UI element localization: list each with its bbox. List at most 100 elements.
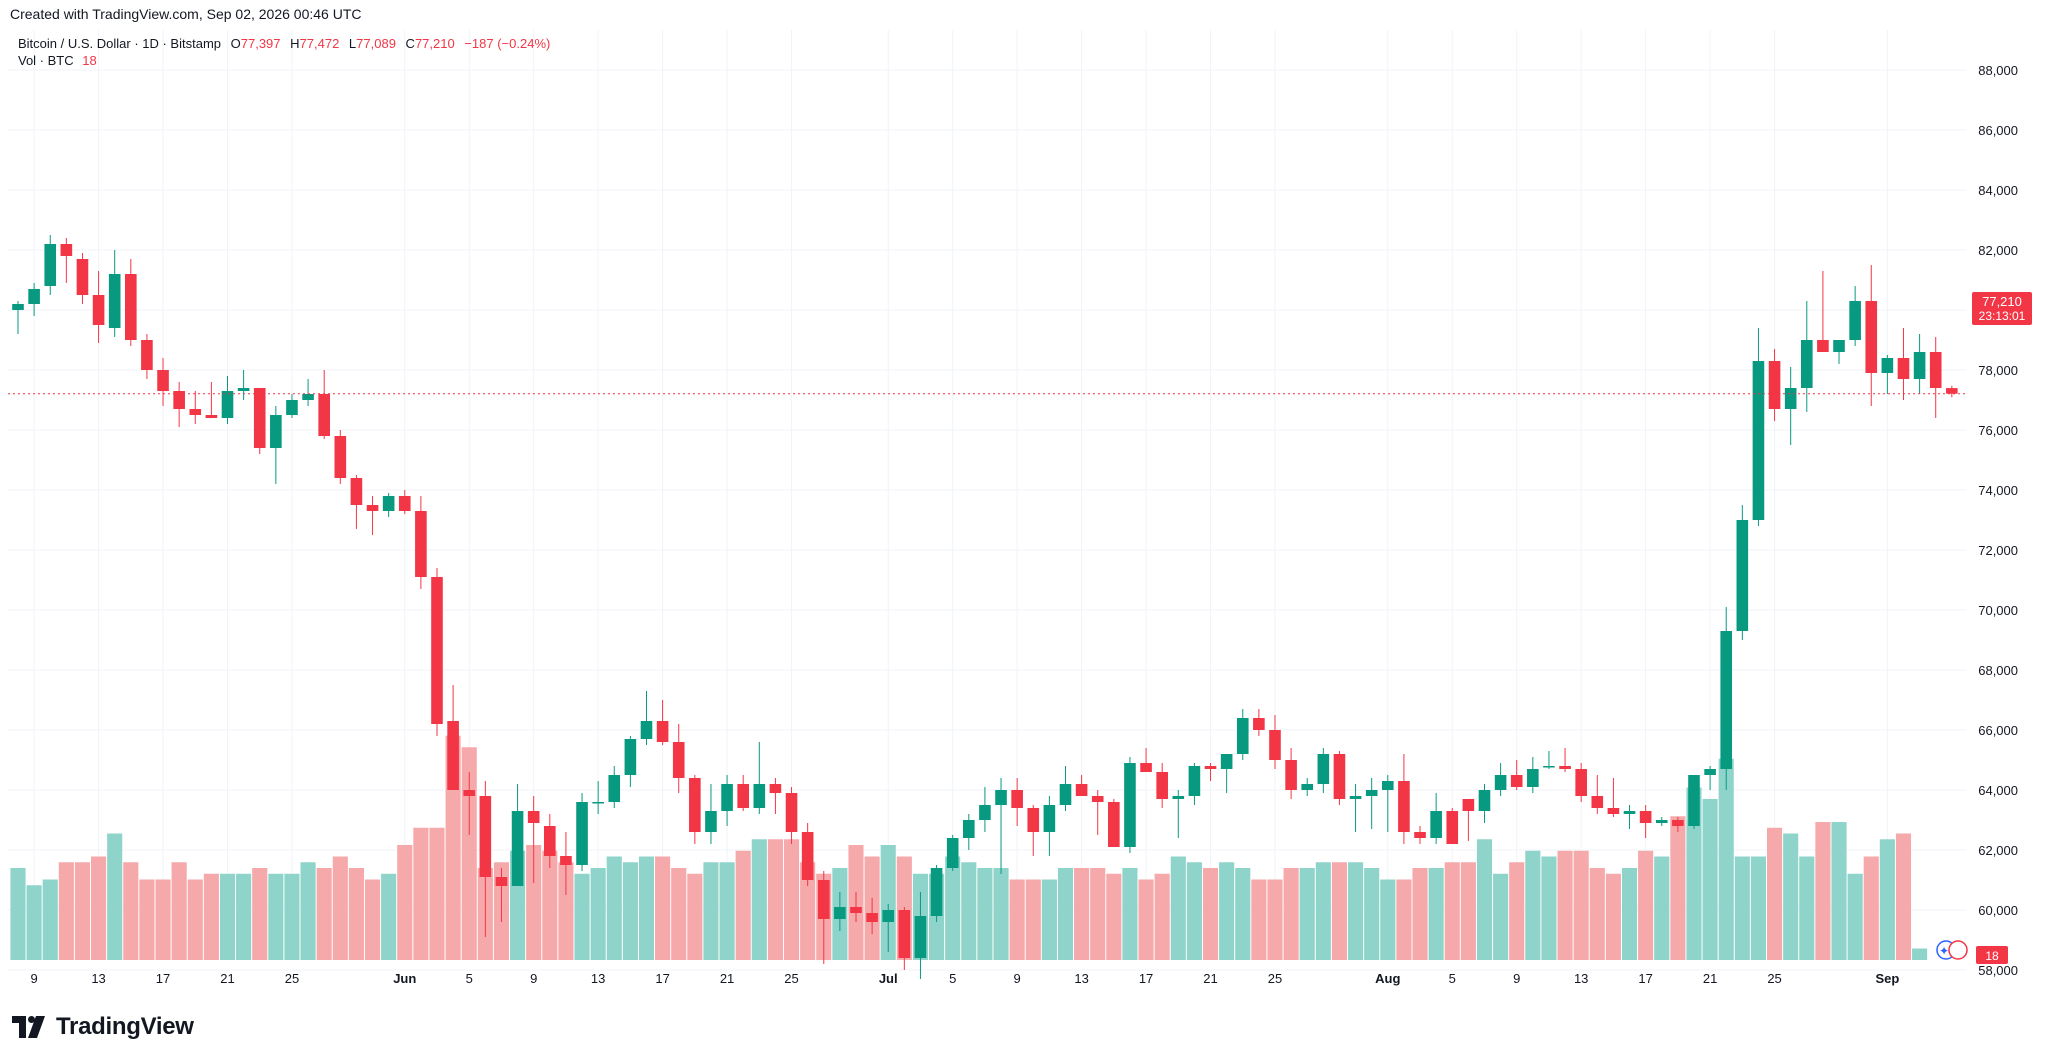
volume-bar: [1331, 862, 1348, 960]
candle: [1220, 754, 1233, 793]
candle-body: [1156, 772, 1168, 799]
candle-body: [544, 826, 556, 856]
candle-body: [1784, 388, 1797, 409]
time-axis[interactable]: 9 13 17 21 25 Jun 5 9 13 17 21 25 Jul 5 9 13 17 21 25 Aug 5 9…: [30, 971, 1899, 986]
candle-body: [737, 784, 749, 808]
candle-body: [221, 391, 234, 418]
candle: [1059, 766, 1072, 811]
volume-bar: [1718, 758, 1734, 960]
volume-bar: [1235, 868, 1251, 960]
volume-bar: [236, 873, 252, 960]
time-axis-tick: 9: [530, 971, 537, 986]
high-label: H: [290, 36, 300, 51]
volume-bar: [1750, 856, 1767, 960]
volume-bar: [91, 856, 107, 960]
volume-bar: [1090, 868, 1106, 960]
candle: [1188, 763, 1201, 805]
tradingview-logo[interactable]: TradingView: [12, 1013, 194, 1041]
candle: [624, 736, 637, 787]
price-axis[interactable]: 58,000 60,000 62,000 64,000 66,000 68,000 70,0…: [1978, 63, 2018, 978]
candle: [576, 793, 588, 871]
candle: [1752, 328, 1765, 526]
volume-bar: [1525, 850, 1541, 960]
time-axis-tick: 5: [949, 971, 956, 986]
volume-bar: [1251, 879, 1267, 960]
legend-volume-row[interactable]: Vol · BTC 18: [18, 53, 97, 68]
time-axis-tick: 9: [1513, 971, 1520, 986]
volume-bar: [1396, 879, 1412, 960]
candle-body: [366, 505, 379, 511]
time-axis-tick: 5: [1449, 971, 1456, 986]
volume-bar: [26, 885, 42, 960]
volume-bar: [139, 879, 155, 960]
candle: [1672, 817, 1684, 832]
candle: [1446, 808, 1459, 844]
time-axis-tick: 25: [784, 971, 798, 986]
candle-body: [624, 739, 637, 775]
price-axis-tick: 82,000: [1978, 243, 2018, 258]
candle: [1929, 337, 1942, 418]
candle-body: [1172, 796, 1185, 799]
volume-bar: [1476, 839, 1493, 960]
volume-label[interactable]: Vol · BTC: [18, 53, 74, 68]
volume-bar: [1767, 827, 1783, 960]
candle-body: [1849, 301, 1861, 340]
candle: [1204, 763, 1217, 781]
candle: [1946, 385, 1958, 398]
candle-body: [1220, 754, 1233, 769]
price-axis-tick: 74,000: [1978, 483, 2018, 498]
candle-body: [608, 775, 621, 802]
volume-bar: [1348, 862, 1364, 960]
candle: [882, 904, 895, 952]
symbol-title[interactable]: Bitcoin / U.S. Dollar · 1D · Bitstamp: [18, 36, 221, 51]
candle: [785, 787, 798, 844]
volume-value: 18: [82, 53, 97, 68]
legend-symbol-row[interactable]: Bitcoin / U.S. Dollar · 1D · Bitstamp O7…: [18, 36, 550, 51]
candle: [1897, 328, 1910, 400]
candle-body: [1398, 781, 1410, 832]
candle: [189, 391, 202, 424]
candle: [1140, 748, 1152, 772]
time-axis-tick: 17: [156, 971, 170, 986]
candle: [560, 832, 572, 895]
candle-body: [1333, 754, 1346, 799]
candle: [12, 301, 24, 334]
candle-body: [1800, 340, 1813, 388]
candle-body: [898, 910, 911, 958]
close-value: 77,210: [414, 36, 455, 51]
volume-bar: [880, 845, 896, 960]
candle-body: [1494, 775, 1507, 790]
candle: [253, 388, 266, 454]
volume-bar: [1799, 856, 1815, 960]
volume-bar: [735, 850, 751, 960]
candle: [705, 784, 717, 844]
volume-bar: [1315, 862, 1331, 960]
candle-body: [76, 259, 89, 295]
event-markers-icon[interactable]: ✦: [1936, 940, 1968, 960]
volume-bar: [1299, 868, 1315, 960]
volume-bar: [155, 879, 171, 960]
volume-bar: [1493, 873, 1509, 960]
volume-bar: [42, 879, 58, 960]
candle: [1462, 799, 1475, 841]
candle: [1027, 805, 1040, 856]
candle-body: [1462, 799, 1475, 811]
candle-body: [882, 910, 895, 922]
volume-bar: [1460, 862, 1476, 960]
time-axis-tick: 17: [1139, 971, 1153, 986]
candle: [1784, 367, 1797, 445]
candle: [850, 892, 862, 922]
candle: [1655, 817, 1668, 826]
candle-body: [1075, 784, 1088, 796]
candle: [382, 493, 395, 517]
candle-body: [995, 790, 1007, 805]
candle: [44, 235, 57, 295]
candle-body: [1124, 763, 1136, 847]
candle: [431, 568, 443, 736]
candle: [1075, 775, 1088, 796]
volume-bar: [767, 839, 783, 960]
volume-bar: [1912, 948, 1928, 960]
candle: [544, 814, 556, 868]
volume-bar: [1074, 868, 1090, 960]
